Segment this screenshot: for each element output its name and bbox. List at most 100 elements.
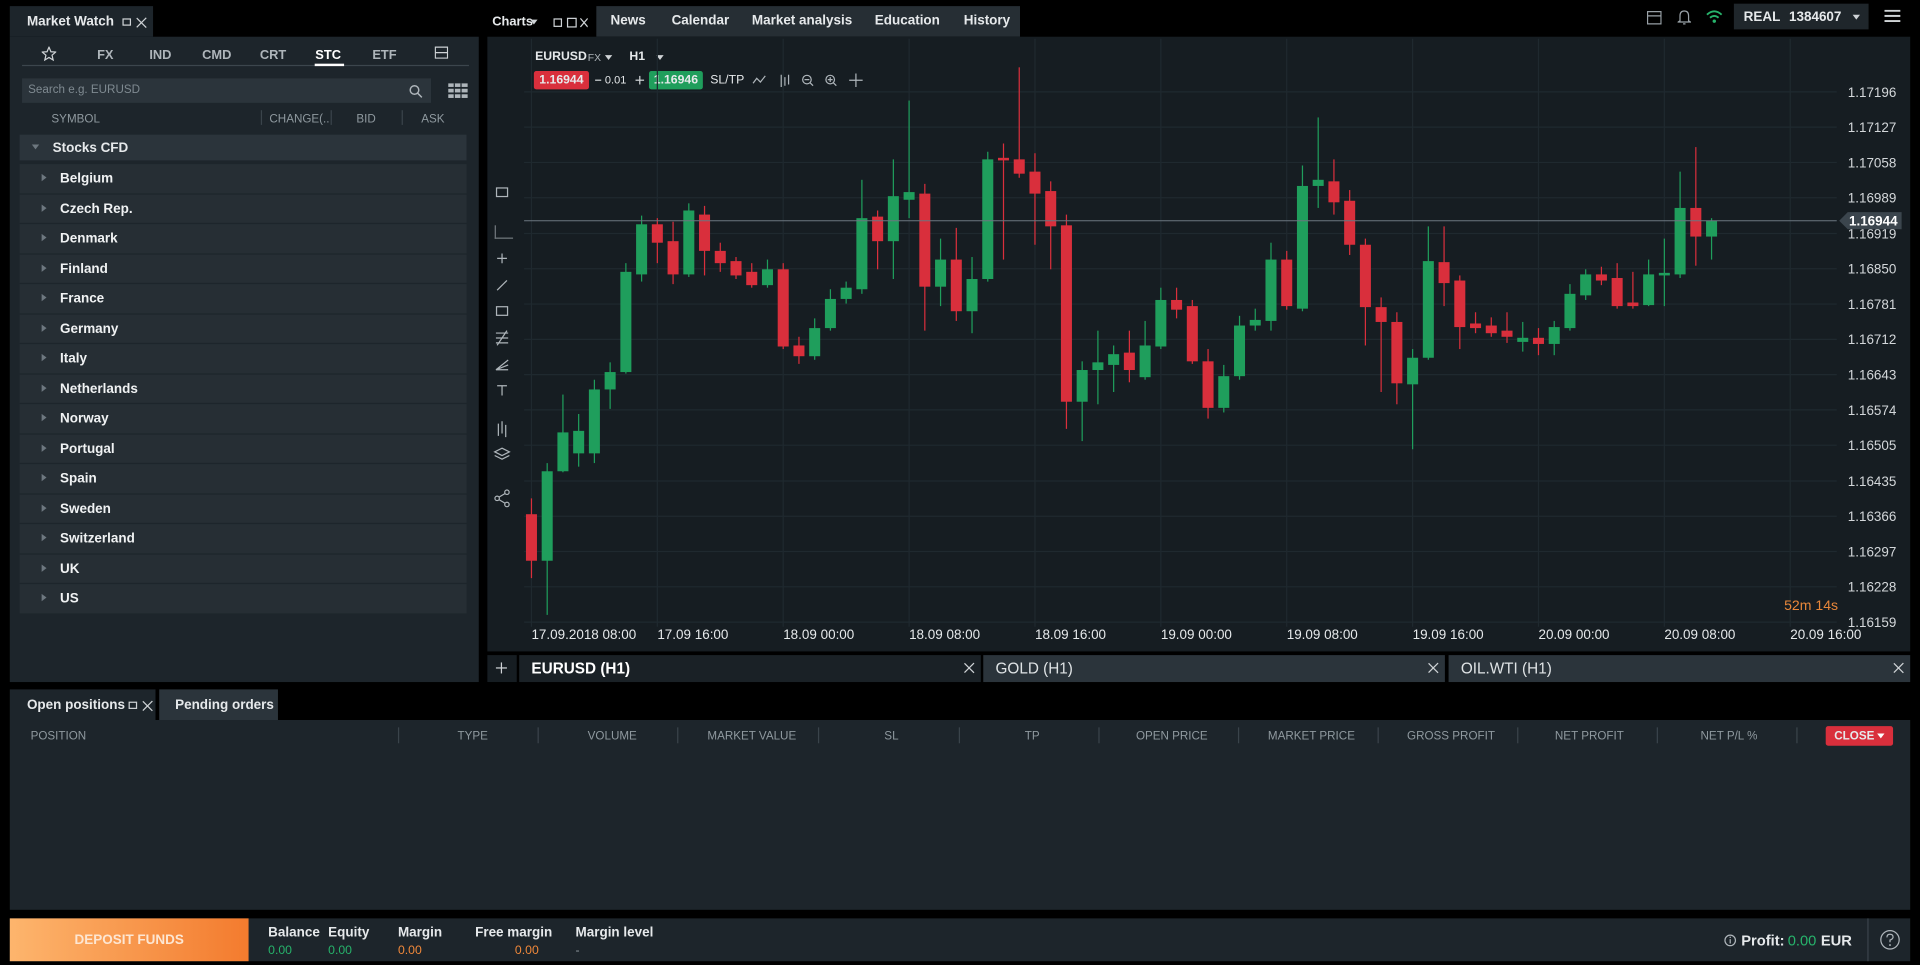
market-tab[interactable]: CMD — [202, 47, 232, 63]
tool-icon[interactable] — [780, 74, 790, 87]
group-row[interactable]: Stocks CFD — [19, 134, 467, 161]
column-divider — [1656, 727, 1658, 744]
market-tab[interactable]: FX — [97, 47, 114, 63]
group-row[interactable] — [19, 194, 467, 223]
nav-tab[interactable]: Market analysis — [751, 13, 853, 29]
group-row[interactable] — [19, 404, 467, 433]
notifications-icon[interactable] — [1677, 10, 1692, 25]
market-tab[interactable]: STC — [315, 47, 342, 63]
market-tab[interactable]: ETF — [372, 47, 397, 63]
open-positions-tab[interactable]: Open positions — [9, 689, 156, 720]
x[interactable] — [1893, 662, 1904, 673]
charts-menu[interactable]: Charts — [487, 6, 597, 37]
tool-icon[interactable] — [849, 73, 863, 87]
column-divider — [677, 727, 679, 744]
pending-orders-tab[interactable]: Pending orders — [159, 689, 278, 720]
group-row[interactable] — [19, 494, 467, 523]
y-tick-label: 1.17058 — [1848, 155, 1897, 170]
chart-tab-label: EURUSD (H1) — [531, 660, 631, 678]
column-divider — [330, 110, 332, 125]
group-row[interactable] — [19, 434, 467, 463]
close-all-button[interactable]: CLOSE — [1825, 726, 1894, 746]
nav-tab[interactable]: News — [610, 13, 646, 29]
group-row[interactable] — [19, 524, 467, 553]
panel-title: Market Watch — [26, 14, 115, 30]
tool-icon[interactable] — [825, 74, 836, 85]
add-chart-button[interactable] — [487, 655, 517, 683]
tool-icon[interactable] — [497, 421, 507, 438]
expand-arrow — [41, 503, 47, 512]
sell-price[interactable]: 1.16944 — [533, 71, 589, 90]
chart-tab[interactable] — [1448, 655, 1911, 683]
chart-tab[interactable] — [983, 655, 1445, 683]
favorites-icon[interactable] — [41, 46, 57, 62]
main-menu-icon[interactable] — [1884, 9, 1901, 23]
x-tick-label: 20.09 16:00 — [1790, 627, 1861, 642]
candle-body — [1485, 325, 1497, 334]
group-row[interactable] — [19, 164, 467, 193]
profit-label: Profit: — [1741, 931, 1785, 949]
candle-body — [1643, 274, 1655, 306]
candle-body — [840, 287, 852, 299]
tool-icon[interactable] — [494, 495, 500, 502]
maximize-icon[interactable] — [122, 18, 132, 26]
fx-icon[interactable] — [494, 225, 514, 239]
tool-icon[interactable] — [752, 75, 766, 84]
group-row[interactable] — [19, 284, 467, 313]
view-toggle-icon[interactable] — [448, 83, 468, 98]
nav-tab[interactable]: History — [963, 13, 1011, 29]
market-tab[interactable]: CRT — [259, 47, 287, 63]
ui-element — [566, 17, 577, 28]
candle-body — [950, 259, 962, 312]
group-row[interactable] — [19, 224, 467, 253]
tool-icon[interactable] — [493, 447, 511, 460]
market-tab[interactable]: IND — [149, 47, 172, 63]
x[interactable] — [1428, 662, 1439, 673]
layout-icon[interactable] — [1646, 11, 1662, 25]
candle-body — [935, 259, 947, 287]
market-watch-tab: Market Watch — [9, 6, 154, 37]
country-label: Norway — [60, 411, 109, 427]
sltp-button[interactable]: SL/TP — [710, 73, 745, 87]
tool-icon[interactable] — [802, 74, 812, 85]
market-caret — [604, 55, 613, 60]
deposit-button[interactable]: DEPOSIT FUNDS — [9, 918, 249, 962]
group-row[interactable] — [19, 464, 467, 493]
candle-body — [1375, 307, 1387, 322]
help-icon[interactable] — [1880, 929, 1901, 950]
maximize-icon[interactable] — [128, 701, 138, 709]
tool-icon[interactable] — [496, 279, 508, 291]
search-box[interactable]: Search e.g. EURUSD — [22, 78, 432, 103]
positions-panel — [9, 720, 1911, 910]
chart-timeframe[interactable]: H1 — [629, 50, 646, 64]
drawing-tools — [493, 187, 511, 508]
group-label: Stocks CFD — [52, 140, 129, 156]
ui-element — [1880, 930, 1900, 950]
tool-icon[interactable] — [495, 359, 509, 371]
group-row[interactable] — [19, 254, 467, 283]
candle-body — [1249, 319, 1261, 326]
x[interactable] — [964, 662, 975, 673]
tool-icon[interactable] — [497, 385, 507, 396]
group-row[interactable] — [19, 554, 467, 583]
candle-body — [1706, 220, 1718, 237]
group-row[interactable] — [19, 584, 467, 613]
tool-icon[interactable] — [495, 306, 509, 316]
inbox-icon[interactable] — [434, 46, 449, 59]
nav-tab[interactable]: Calendar — [671, 13, 730, 29]
spread-minus[interactable] — [595, 79, 602, 81]
tool-icon[interactable] — [495, 330, 509, 346]
group-row[interactable] — [19, 344, 467, 373]
tool-icon[interactable] — [495, 187, 509, 198]
close-icon[interactable] — [142, 700, 153, 711]
nav-tab[interactable]: Education — [874, 13, 940, 29]
candle-body — [777, 269, 789, 347]
y-tick-label: 1.16989 — [1848, 191, 1897, 206]
chart-tab[interactable] — [519, 655, 981, 683]
stat-value: 0.00 — [397, 944, 422, 958]
buy-price[interactable]: 1.16946 — [648, 71, 703, 90]
account-selector[interactable]: REAL 1384607 — [1733, 3, 1869, 30]
group-row[interactable] — [19, 314, 467, 343]
group-row[interactable] — [19, 374, 467, 403]
candle-body — [620, 271, 632, 373]
